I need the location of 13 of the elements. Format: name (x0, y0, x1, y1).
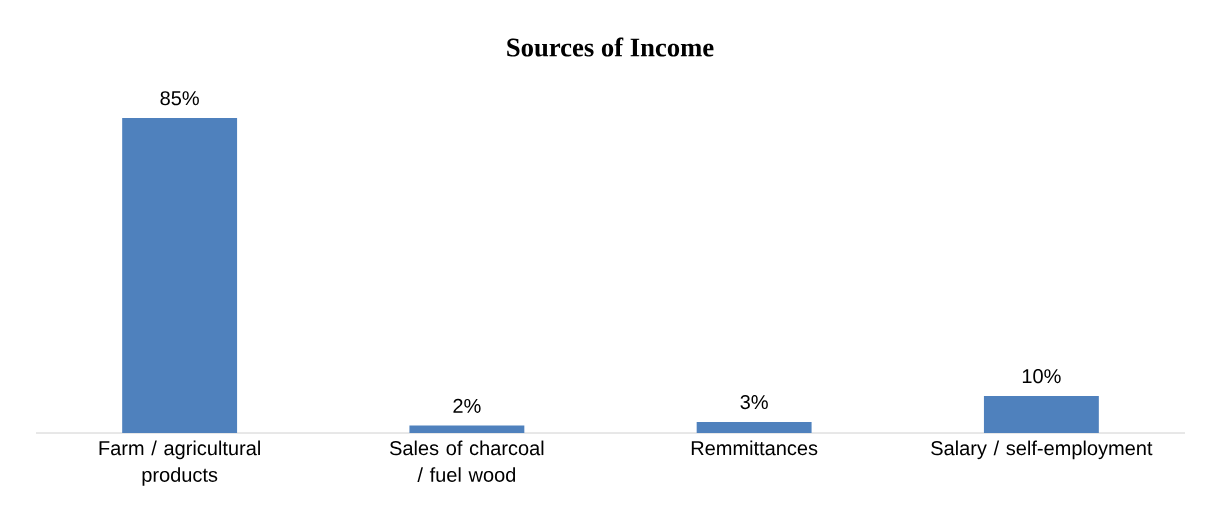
chart-title: Sources of Income (507, 37, 714, 57)
x-tick-label: Sales of charcoal / fuel wood (389, 440, 544, 482)
bar (983, 395, 1099, 433)
bar (696, 421, 812, 433)
x-tick-label: Farm / agricultural products (99, 440, 260, 486)
x-tick-label: Salary / self-employment (931, 440, 1153, 460)
bar (122, 118, 238, 433)
data-label: 85% (160, 91, 199, 106)
data-label: 2% (453, 398, 481, 413)
data-label: 10% (1022, 369, 1061, 384)
data-label: 3% (740, 395, 768, 410)
bar (409, 425, 525, 433)
x-tick-label: Remmittances (691, 440, 818, 456)
